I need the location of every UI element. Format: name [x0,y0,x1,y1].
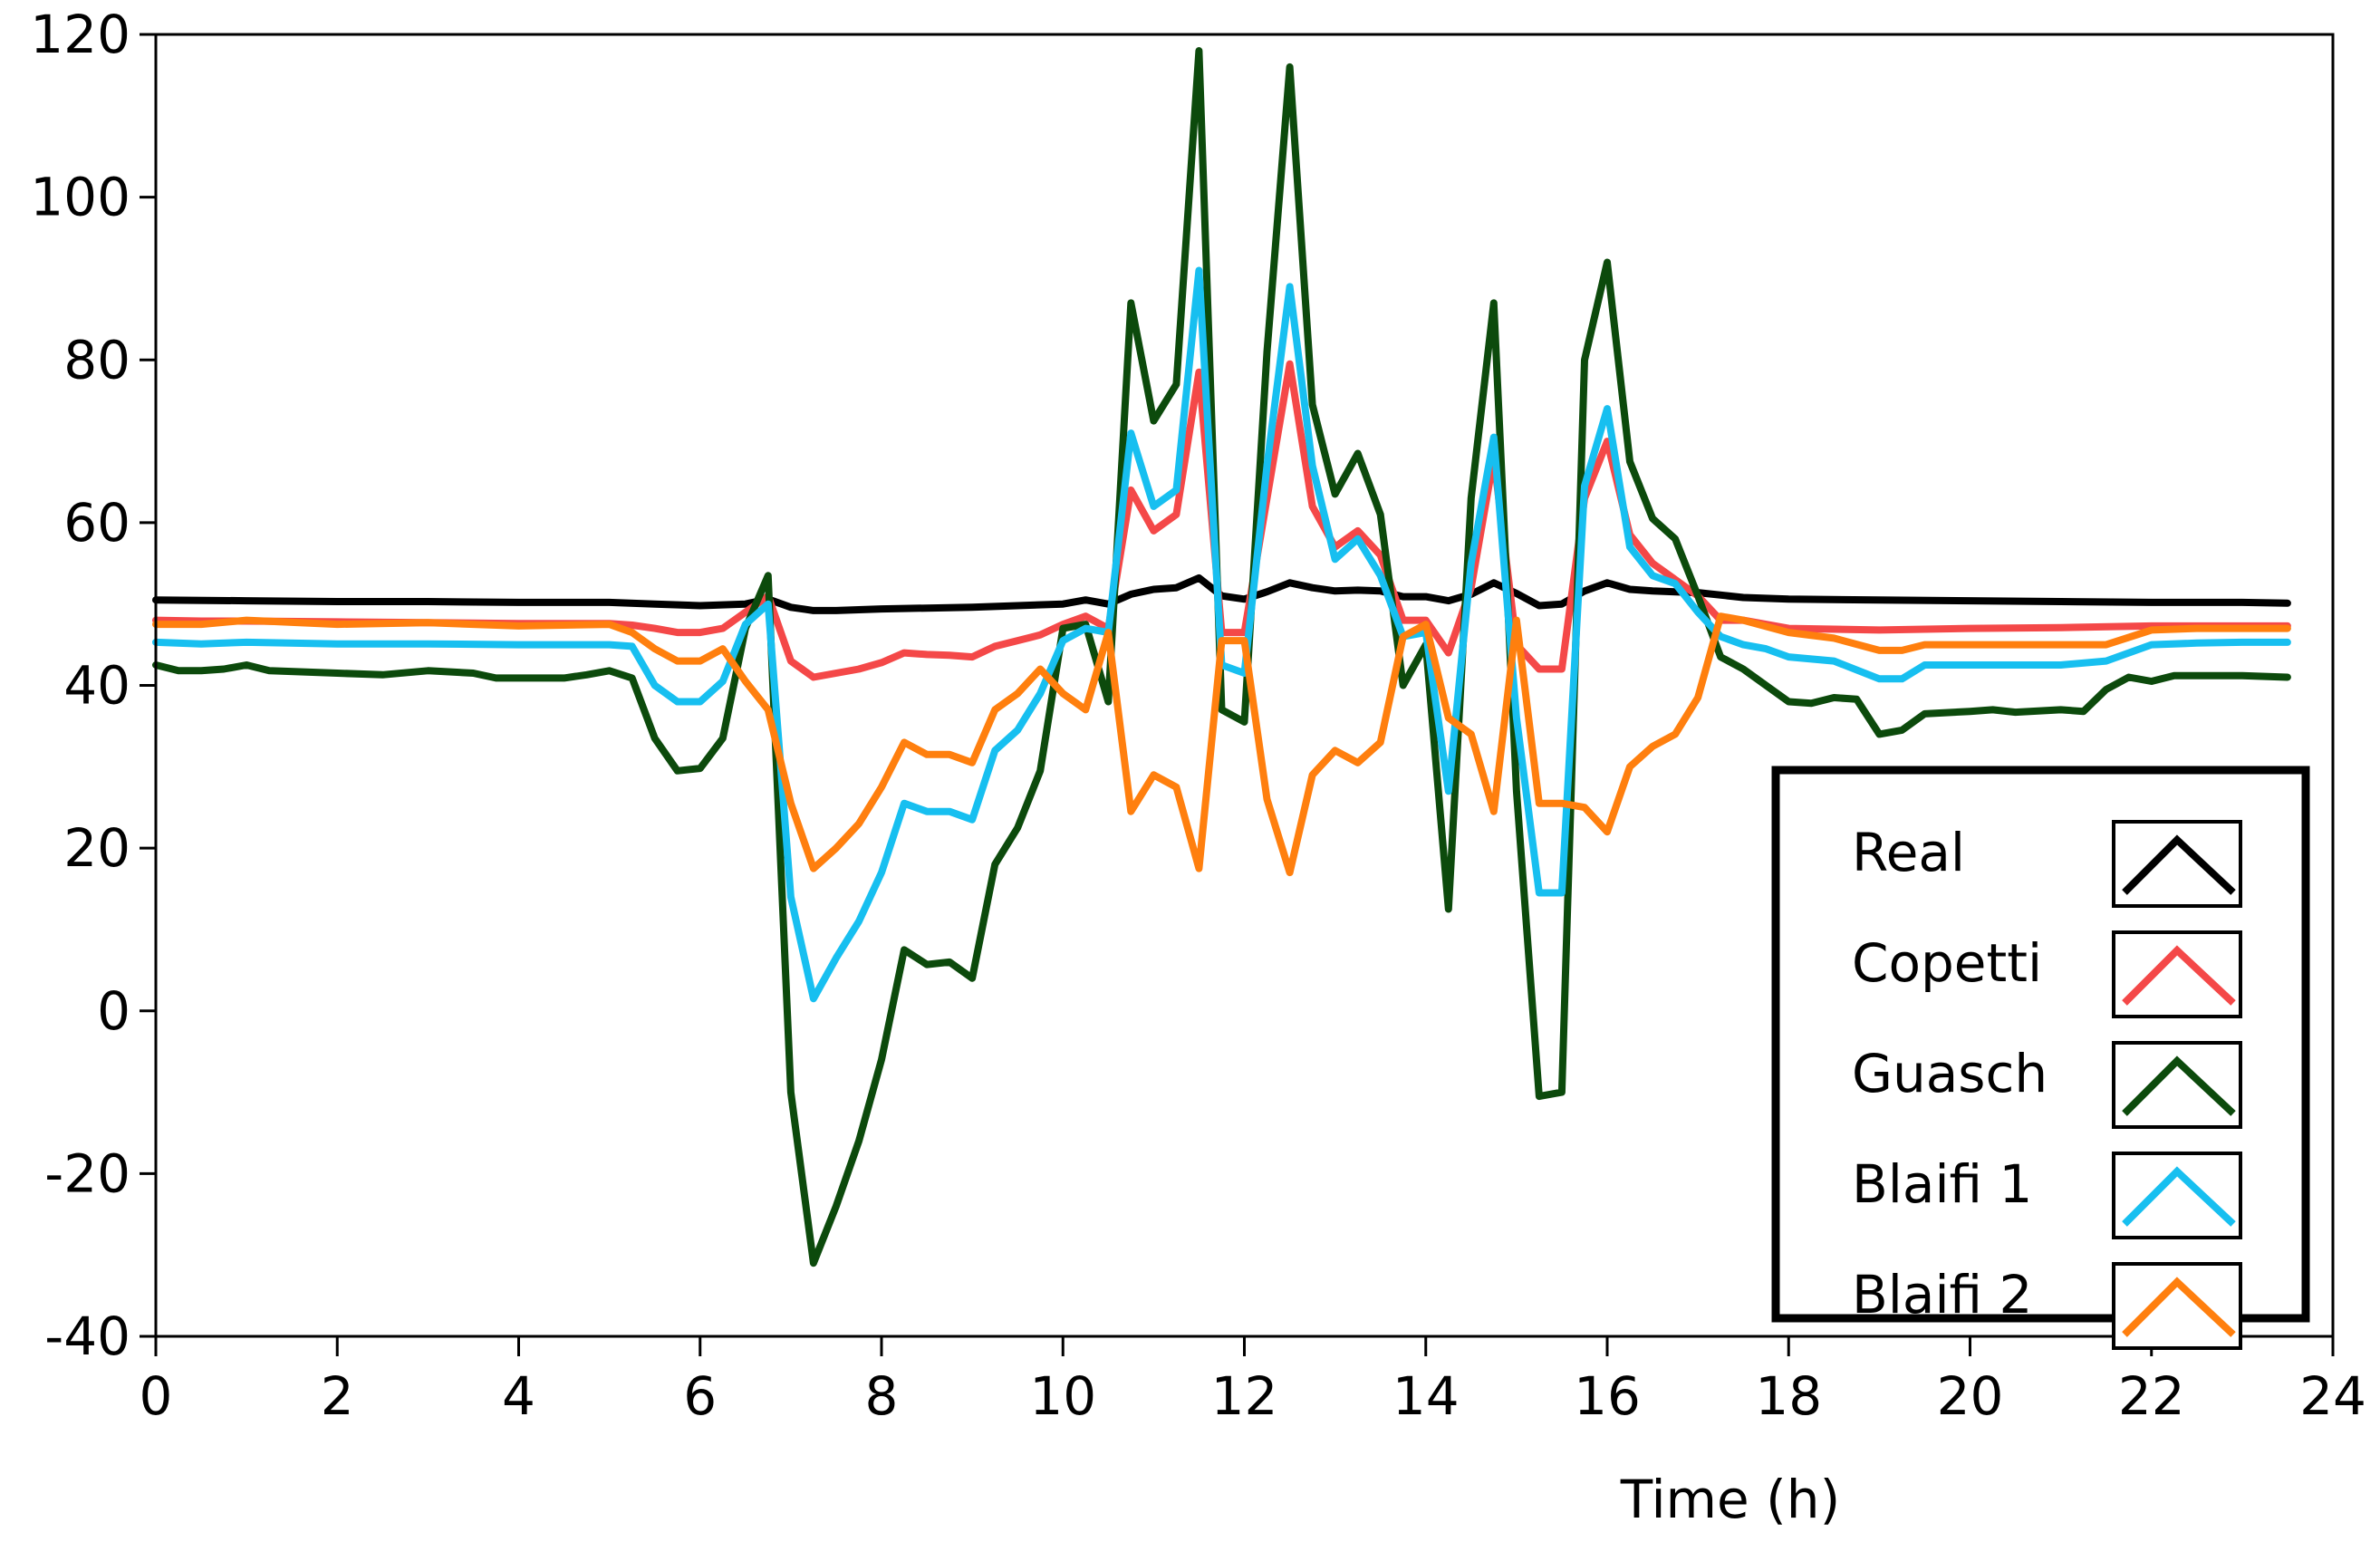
x-tick-label: 22 [2118,1365,2185,1427]
x-tick-label: 20 [1937,1365,2004,1427]
y-tick-label: 40 [63,655,130,717]
legend-swatch-icon [2122,1166,2236,1227]
x-tick-label: 12 [1211,1365,1278,1427]
legend-swatch-frame [2112,1262,2242,1350]
y-tick-label: -20 [44,1142,130,1204]
x-tick-label: 4 [502,1365,535,1427]
x-tick-label: 8 [865,1365,899,1427]
series-line-copetti [152,360,2291,681]
legend-label: Copetti [1852,932,2042,994]
legend-swatch-icon [2122,1055,2236,1116]
y-tick-label: 120 [30,4,130,65]
legend: Real Copetti Guasch Blaifi 1 Blaifi 2 [1771,766,2310,1350]
x-tick-label: 0 [140,1365,173,1427]
y-tick-label: 0 [97,980,130,1042]
y-tick-label: 100 [30,167,130,228]
x-tick-label: 2 [321,1365,354,1427]
legend-swatch-frame [2112,1041,2242,1129]
x-tick-label: 18 [1755,1365,1822,1427]
y-tick-label: -40 [44,1306,130,1367]
legend-label: Guasch [1852,1043,2048,1104]
series-line-blaifi-2 [152,612,2291,877]
legend-swatch-frame [2112,1152,2242,1239]
x-tick-label: 6 [683,1365,717,1427]
legend-label: Blaifi 2 [1852,1264,2032,1325]
y-tick-label: 20 [63,817,130,879]
series-line-blaifi-1 [152,266,2291,1003]
x-tick-label: 10 [1029,1365,1096,1427]
legend-label: Blaifi 1 [1852,1153,2032,1215]
x-axis-title: Time (h) [1620,1469,1840,1530]
legend-label: Real [1852,822,1965,883]
y-tick-label: 60 [63,492,130,554]
legend-swatch-icon [2122,1277,2236,1337]
x-tick-label: 24 [2299,1365,2366,1427]
series-line-guasch [152,47,2291,1267]
x-tick-label: 16 [1574,1365,1641,1427]
x-tick-label: 14 [1392,1365,1460,1427]
legend-swatch-icon [2122,945,2236,1006]
y-tick-label: 80 [63,329,130,390]
legend-swatch-frame [2112,820,2242,908]
legend-swatch-frame [2112,930,2242,1018]
series-layer [152,47,2291,1267]
axes-layer: 0 2 4 6 8 10 12 14 16 18 20 22 24-40-200204060801001… [30,4,2366,1427]
legend-swatch-icon [2122,834,2236,895]
